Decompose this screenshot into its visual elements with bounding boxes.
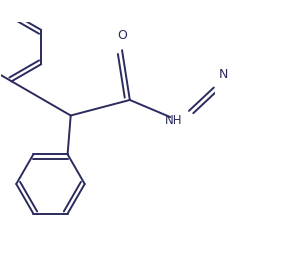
Text: NH: NH (165, 114, 182, 127)
Text: N: N (218, 68, 228, 81)
Text: O: O (117, 29, 127, 42)
